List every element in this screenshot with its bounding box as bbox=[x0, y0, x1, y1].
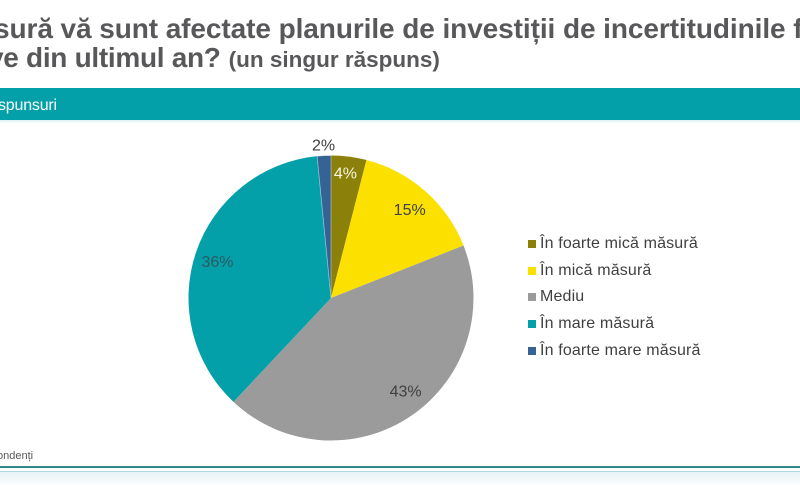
svg-text:4%: 4% bbox=[334, 166, 357, 183]
svg-text:43%: 43% bbox=[390, 383, 422, 400]
svg-text:36%: 36% bbox=[201, 254, 233, 271]
svg-text:2%: 2% bbox=[312, 138, 335, 155]
svg-text:15%: 15% bbox=[394, 202, 426, 219]
